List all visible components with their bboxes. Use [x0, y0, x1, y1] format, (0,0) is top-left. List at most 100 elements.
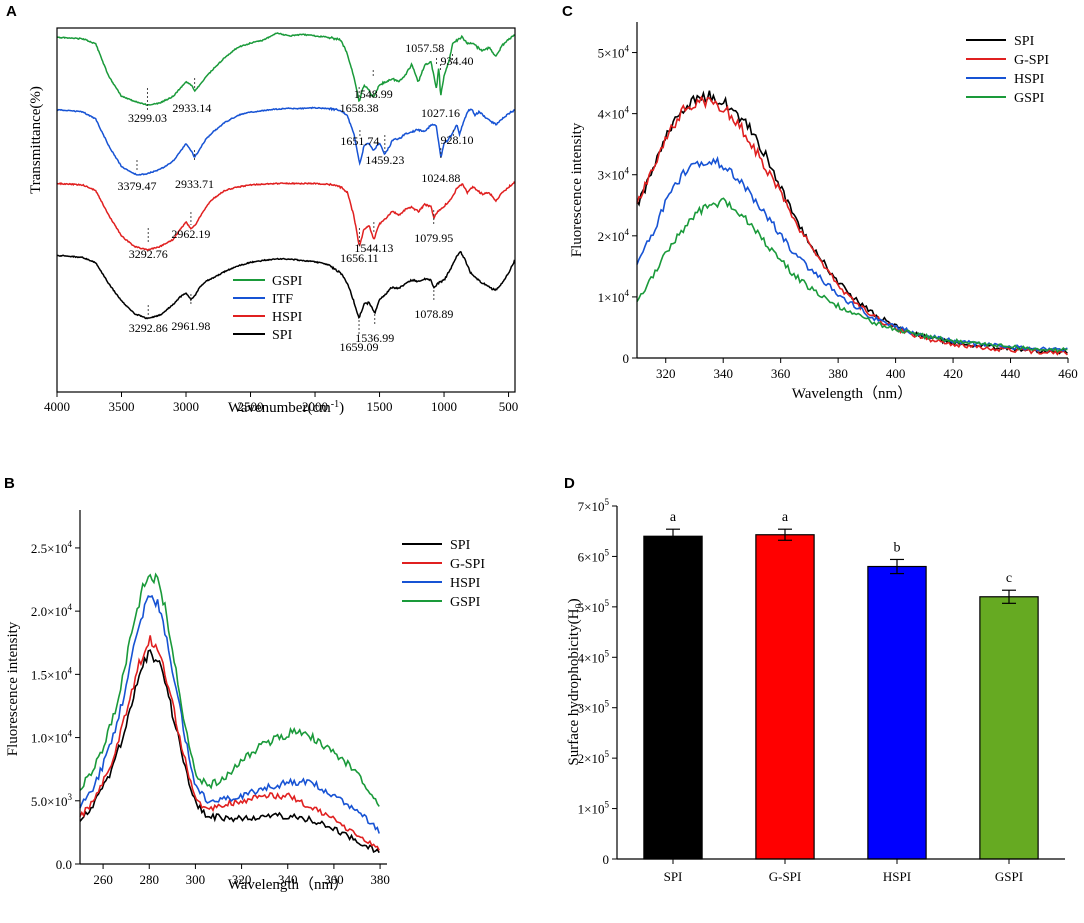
panel-a-xlabel: Wavenumber(cm-1) — [228, 399, 344, 416]
annotation-label: 1079.95 — [414, 231, 453, 245]
annotation-label: 3292.76 — [129, 247, 168, 261]
annotation-label: 1659.09 — [340, 340, 379, 354]
panel-a-xtick-label: 2500 — [238, 399, 264, 414]
ytick-label-mantissa: 7×10 — [578, 499, 605, 514]
ytick-label: 3×104 — [598, 166, 630, 183]
annotation-label: 1536.99 — [355, 331, 394, 345]
xtick-label: 460 — [1058, 366, 1078, 381]
ytick-label-exponent: 4 — [68, 539, 73, 549]
ytick-label-exponent: 4 — [68, 665, 73, 675]
legend-label-hspi: HSPI — [272, 310, 303, 325]
ytick-label: 5×104 — [598, 44, 630, 61]
panel-c-ylabel: Fluorescence intensity — [569, 122, 585, 257]
xtick-label: 340 — [713, 366, 733, 381]
panel-a-ylabel: Transmittance(%) — [28, 86, 44, 194]
ytick-label: 2.0×104 — [31, 602, 73, 619]
panel-a-frame — [56, 27, 516, 393]
category-label: SPI — [664, 869, 683, 884]
spectrum-line-hspi — [79, 594, 380, 834]
ytick-label-mantissa: 2.0×10 — [31, 604, 68, 619]
xtick-label: 380 — [828, 366, 848, 381]
significance-letter: b — [894, 540, 901, 555]
ytick-label-exponent: 4 — [625, 227, 630, 237]
ytick-label-mantissa: 1.0×10 — [31, 731, 68, 746]
ytick-label-exponent: 5 — [605, 800, 610, 810]
annotation-label: 1459.23 — [365, 153, 404, 167]
legend-label-hspi: HSPI — [1014, 72, 1045, 87]
panel-c-letter: C — [562, 3, 573, 20]
xtick-label: 360 — [324, 872, 344, 887]
annotation-label: 2933.14 — [172, 101, 211, 115]
ytick-label-mantissa: 4×10 — [598, 107, 625, 122]
xtick-label: 420 — [943, 366, 963, 381]
ytick-label: 5.0×103 — [31, 792, 73, 809]
ytick-label: 5×105 — [578, 598, 610, 615]
ytick-label-mantissa: 3×10 — [578, 701, 605, 716]
legend-label-gspi: GSPI — [450, 595, 481, 610]
spectrum-line-g-spi — [636, 95, 1068, 356]
legend-label-spi: SPI — [1014, 34, 1035, 49]
ytick-label-exponent: 5 — [605, 598, 610, 608]
ytick-label-mantissa: 1×10 — [598, 290, 625, 305]
panel-c: C 320 340 360 380 400 420 440 46001×1042×1043×1… — [562, 3, 1078, 402]
panel-b-letter: B — [4, 475, 15, 492]
ytick-label-exponent: 4 — [625, 44, 630, 54]
xtick-label: 320 — [656, 366, 676, 381]
legend-label-spi: SPI — [450, 538, 471, 553]
annotation-label: 1544.13 — [354, 241, 393, 255]
significance-letter: a — [670, 510, 677, 525]
panel-c-xlabel: Wavelength（nm） — [792, 385, 912, 402]
ytick-label: 1×104 — [598, 288, 630, 305]
annotation-label: 2962.19 — [171, 227, 210, 241]
legend-label-itf: ITF — [272, 292, 293, 307]
ytick-label-exponent: 5 — [605, 497, 610, 507]
annotation-label: 1057.58 — [405, 41, 444, 55]
annotation-label: 1024.88 — [421, 171, 460, 185]
ftir-line-gspi — [56, 32, 516, 106]
ytick-label-exponent: 4 — [625, 166, 630, 176]
ytick-label-exponent: 5 — [605, 648, 610, 658]
bar-gspi — [979, 596, 1039, 860]
annotation-label: 1651.74 — [340, 134, 379, 148]
annotation-label: 1548.99 — [354, 87, 393, 101]
ftir-line-itf — [56, 106, 516, 176]
ytick-label-mantissa: 0 — [603, 852, 610, 867]
xtick-label: 380 — [370, 872, 390, 887]
annotation-label: 1078.89 — [414, 307, 453, 321]
annotation-label: 1656.11 — [340, 251, 379, 265]
ytick-label-mantissa: 3×10 — [598, 168, 625, 183]
spectrum-line-gspi — [636, 197, 1068, 353]
ytick-label-exponent: 4 — [68, 729, 73, 739]
bar-hspi — [867, 565, 927, 860]
panel-a-xtick-label: 500 — [499, 399, 519, 414]
ytick-label: 0 — [603, 852, 610, 867]
ytick-label: 1.5×104 — [31, 665, 73, 682]
legend-label-gspi: GSPI — [1014, 91, 1045, 106]
annotation-label: 934.40 — [440, 54, 473, 68]
ytick-label: 0.0 — [56, 857, 72, 872]
ytick-label: 1.0×104 — [31, 729, 73, 746]
xtick-label: 360 — [771, 366, 791, 381]
spectrum-line-hspi — [636, 155, 1068, 352]
annotation-label: 3299.03 — [128, 111, 167, 125]
panel-a-xtick-label: 1500 — [367, 399, 393, 414]
ytick-label-exponent: 5 — [605, 699, 610, 709]
panel-d: D a abc SPI G-SPI HSPI GSPI01×1052×1053×1054… — [564, 475, 1065, 884]
xtick-label: 440 — [1001, 366, 1021, 381]
ytick-label-exponent: 3 — [68, 792, 73, 802]
category-label: G-SPI — [769, 869, 802, 884]
ytick-label: 2.5×104 — [31, 539, 73, 556]
ftir-line-hspi — [56, 181, 516, 252]
ytick-label-mantissa: 1×10 — [578, 802, 605, 817]
ytick-label-mantissa: 1.5×10 — [31, 667, 68, 682]
bar-g-spi — [755, 534, 815, 860]
legend-label-hspi: HSPI — [450, 576, 481, 591]
panel-a-xtick-label: 2000 — [302, 399, 328, 414]
ytick-label-mantissa: 2.5×10 — [31, 541, 68, 556]
annotation-label: 3379.47 — [117, 179, 156, 193]
significance-letter: c — [1006, 571, 1012, 586]
category-label: HSPI — [883, 869, 911, 884]
ytick-label-exponent: 5 — [605, 547, 610, 557]
ytick-label-exponent: 4 — [68, 602, 73, 612]
